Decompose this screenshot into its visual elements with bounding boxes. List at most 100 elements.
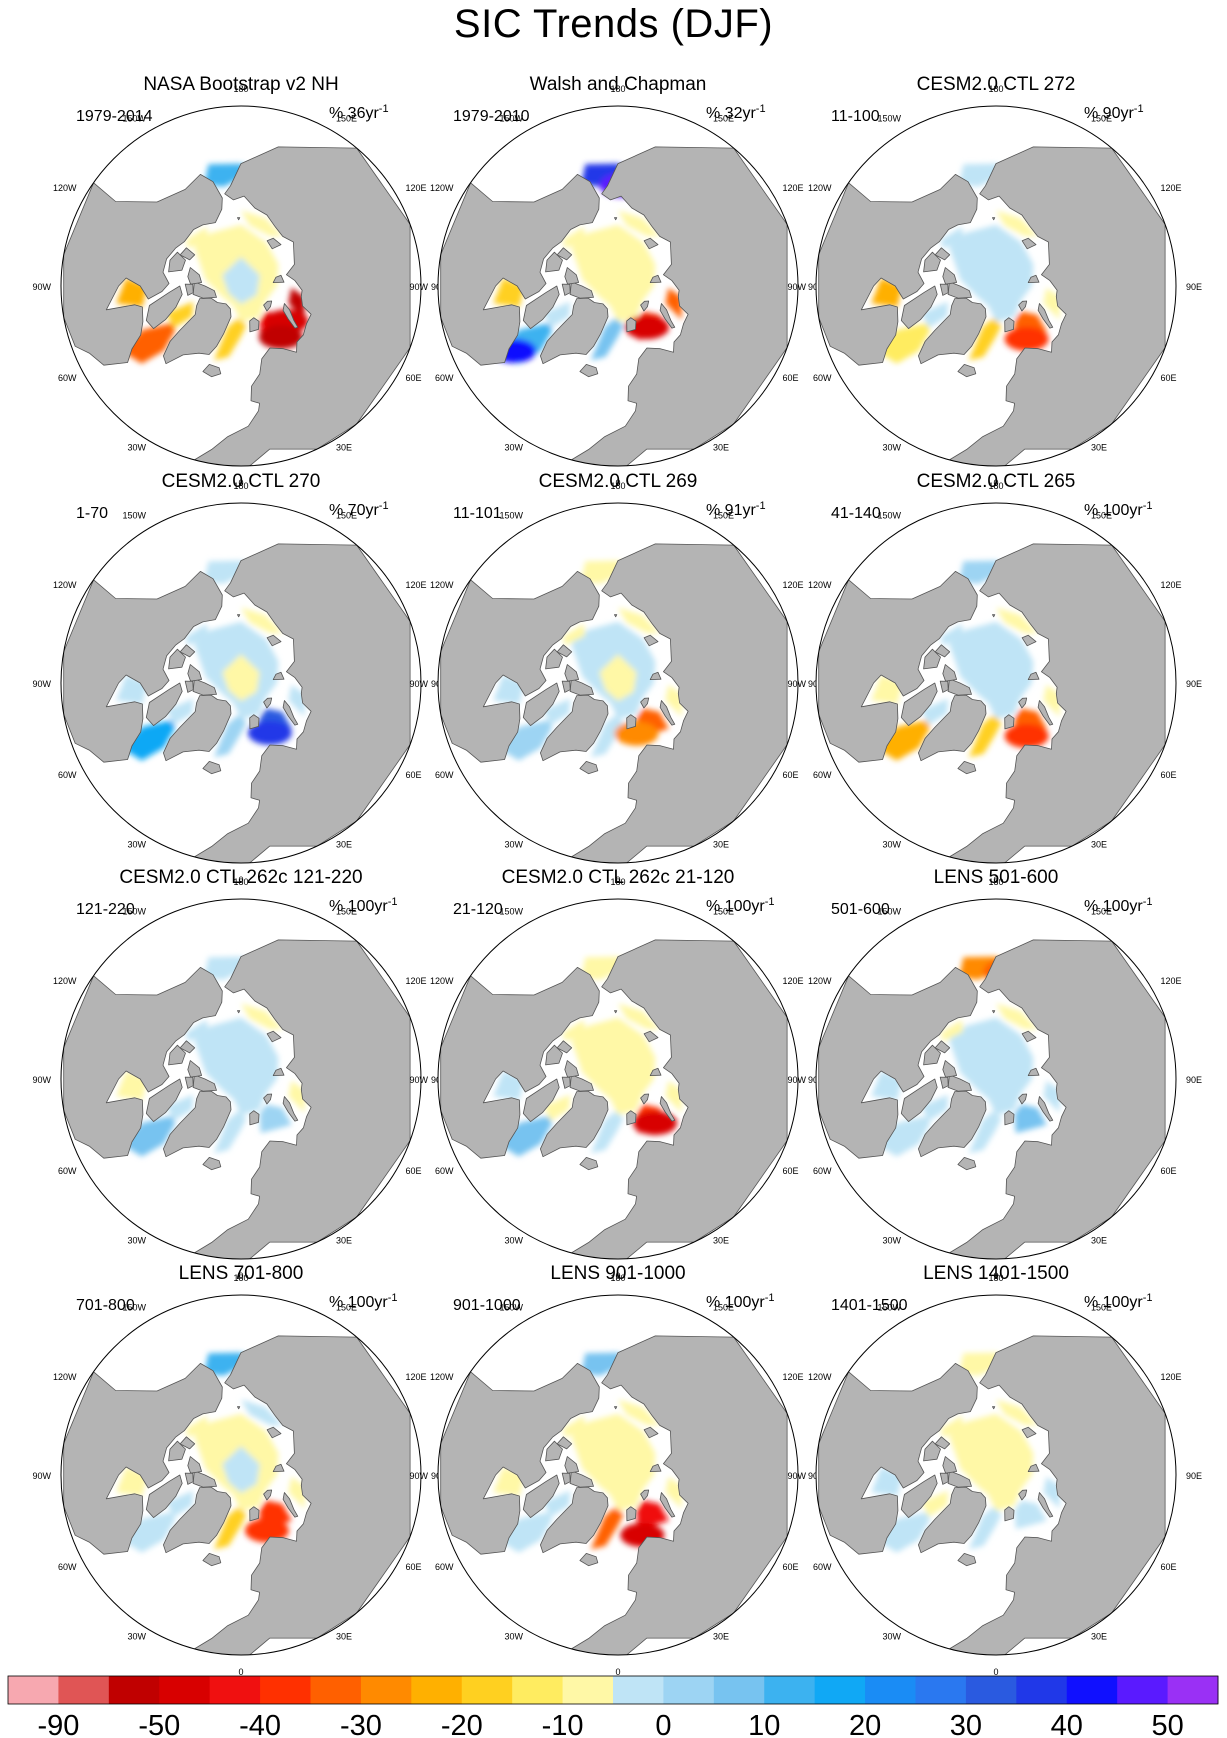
ice-region-labrador (497, 720, 553, 761)
longitude-label: 30W (882, 840, 901, 850)
map-panel: CESM2.0 CTL 269 11-101 % 91yr-1 180 150W 150E… (409, 471, 824, 885)
landmass-banks (179, 1436, 196, 1450)
ice-region-greenlandSea (968, 1507, 1002, 1550)
longitude-label: 150W (122, 114, 146, 124)
longitude-label: 120E (1161, 1372, 1182, 1382)
longitude-label: 120E (406, 183, 427, 193)
ice-region-kara (665, 684, 682, 717)
longitude-label: 30W (504, 840, 523, 850)
trend-hotspot (614, 721, 659, 746)
landmass-wrangel (992, 217, 996, 221)
landmass-baffin (900, 285, 938, 329)
longitude-label: 30E (336, 1236, 352, 1246)
landmass-banks (934, 1436, 951, 1450)
panel-units: % 70yr-1 (329, 500, 389, 519)
landmass-victoria (923, 1440, 941, 1462)
landmass-franzjosef (1018, 1093, 1028, 1105)
landmass-qeis (942, 664, 957, 682)
landmass-ellesmere (569, 678, 594, 696)
longitude-label: 180 (233, 1273, 248, 1283)
longitude-label: 150W (877, 907, 901, 917)
panel-title: CESM2.0 CTL 265 (917, 471, 1076, 492)
longitude-label: 120E (406, 1372, 427, 1382)
landmass-wrangel (992, 614, 996, 618)
ice-region-beaufort (562, 226, 585, 249)
landmass-wrangel (614, 614, 618, 618)
panel-period: 1979-2014 (76, 108, 153, 125)
landmass-victoria (168, 251, 186, 273)
ice-region-labrador (875, 323, 931, 364)
longitude-label: 150E (1091, 907, 1112, 917)
landmass-franzjosef (640, 1093, 650, 1105)
ice-region-greenlandSea (213, 1111, 247, 1154)
landmass-franzjosef (640, 300, 650, 312)
landmass-victoria (168, 1440, 186, 1462)
landmass-severnaya (649, 1067, 662, 1076)
landmass-greenland (540, 1090, 609, 1158)
landmass-eurasia (949, 1335, 1166, 1655)
longitude-label: 150E (713, 511, 734, 521)
longitude-label: 90W (32, 1075, 51, 1085)
panel-period: 901-1000 (453, 1297, 521, 1314)
landmass-newsiberian (1021, 634, 1037, 647)
longitude-label: 150E (336, 907, 357, 917)
landmass-ellesmere (947, 281, 972, 299)
landmass-severnaya (649, 274, 662, 283)
landmass-baffin (145, 682, 183, 726)
landmass-victoria (168, 1044, 186, 1066)
landmass-newsiberian (1021, 1426, 1037, 1439)
landmass-novayazemlya (1037, 303, 1054, 329)
panel-units: % 100yr-1 (1084, 1292, 1152, 1311)
ice-region-baffinBay (921, 698, 949, 725)
panel-title: CESM2.0 CTL 262c 21-120 (502, 867, 735, 888)
ice-region-labrador (875, 1116, 931, 1157)
land (818, 939, 1166, 1259)
longitude-label: 150W (877, 511, 901, 521)
landmass-franzjosef (1018, 1489, 1028, 1501)
ice-region-eastSib (241, 210, 283, 237)
landmass-iceland (579, 364, 599, 378)
landmass-greenland (918, 1090, 987, 1158)
ice-region-eastSib (618, 1399, 660, 1426)
landmass-victoria (923, 251, 941, 273)
landmass-devon (939, 1472, 949, 1485)
landmass-northamerica (63, 1363, 223, 1555)
longitude-label: 180 (233, 84, 248, 94)
map-panel: CESM2.0 CTL 262c 21-120 21-120 % 100yr-1 18… (409, 867, 824, 1281)
longitude-label: 60W (58, 1562, 77, 1572)
map-panel: CESM2.0 CTL 272 11-100 % 90yr-1 180 150W 150E… (787, 74, 1202, 488)
longitude-label: 120E (783, 1372, 804, 1382)
landmass-severnaya (1027, 1463, 1040, 1472)
landmass-qeis (942, 1456, 957, 1474)
longitude-label: 30W (882, 443, 901, 453)
landmass-iceland (202, 1553, 222, 1567)
landmass-ellesmere (192, 281, 217, 299)
landmass-svalbard (1004, 1110, 1015, 1126)
longitude-label: 180 (610, 1273, 625, 1283)
landmass-devon (184, 680, 194, 693)
landmass-devon (184, 1472, 194, 1485)
map-panel: LENS 901-1000 901-1000 % 100yr-1 180 150W 150… (409, 1263, 824, 1677)
ice-region-inner (977, 654, 1015, 701)
landmass-victoria (545, 1440, 563, 1462)
landmass-qeis (187, 664, 202, 682)
landmass-victoria (545, 648, 563, 670)
longitude-label: 60E (1161, 770, 1177, 780)
landmass-severnaya (649, 671, 662, 680)
landmass-greenland (163, 1486, 232, 1554)
landmass-wrangel (237, 1406, 241, 1410)
ice-region-beaufort (185, 1415, 208, 1438)
ice-region-labrador (497, 1512, 553, 1553)
longitude-label: 30E (713, 443, 729, 453)
longitude-label: 60E (406, 1562, 422, 1572)
landmass-ellesmere (192, 678, 217, 696)
longitude-label: 60W (813, 1166, 832, 1176)
landmass-greenland (163, 1090, 232, 1158)
longitude-label: 90W (787, 679, 806, 689)
ice-region-inner (977, 1446, 1015, 1493)
landmass-novayazemlya (1037, 700, 1054, 726)
ice-region-baffinBay (166, 698, 194, 725)
landmass-qeis (564, 267, 579, 285)
longitude-label: 0 (993, 875, 998, 885)
ice-region-kara (1043, 1080, 1060, 1113)
